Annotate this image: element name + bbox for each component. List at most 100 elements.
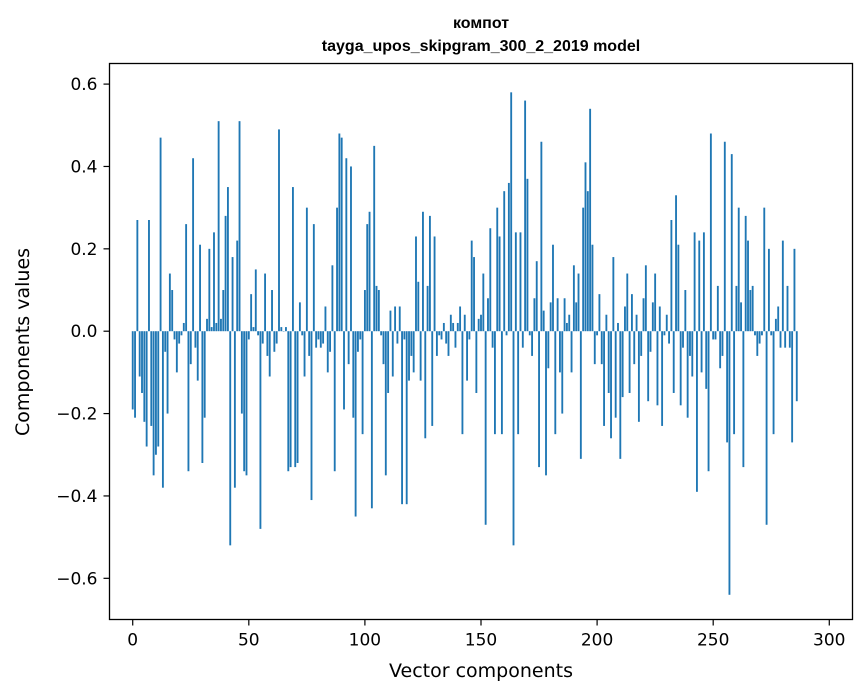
bar-176	[540, 141, 543, 332]
bar-107	[380, 331, 383, 336]
bar-271	[761, 331, 763, 336]
bar-43	[231, 257, 234, 332]
bar-series	[131, 92, 798, 595]
bar-165	[514, 232, 517, 332]
bar-91	[343, 331, 345, 410]
bar-285	[793, 248, 796, 332]
bar-36	[215, 322, 218, 332]
bar-22	[182, 322, 185, 332]
bar-236	[679, 331, 682, 406]
bar-163	[510, 92, 513, 332]
bar-14	[164, 331, 167, 352]
bar-119	[408, 331, 410, 381]
bar-260	[735, 285, 738, 332]
bar-244	[698, 240, 701, 332]
bar-146	[470, 240, 473, 332]
bar-191	[575, 302, 578, 332]
bar-9	[152, 331, 155, 476]
y-tick-label: −0.4	[56, 487, 97, 507]
bar-238	[684, 290, 687, 332]
bar-70	[294, 331, 297, 468]
bar-68	[289, 331, 292, 468]
bar-26	[192, 158, 195, 332]
x-tick-label: 300	[813, 631, 845, 651]
bar-188	[568, 314, 571, 332]
bar-202	[600, 331, 603, 365]
bar-105	[375, 285, 378, 332]
bar-129	[431, 331, 434, 426]
bar-253	[719, 331, 722, 369]
bar-132	[438, 331, 441, 336]
bar-211	[621, 331, 624, 398]
bar-170	[526, 178, 529, 332]
chart-title-line-2: tayga_upos_skipgram_300_2_2019 model	[322, 38, 640, 55]
bar-106	[377, 290, 380, 332]
bar-100	[363, 290, 366, 332]
bar-186	[563, 298, 566, 332]
bar-265	[747, 240, 749, 332]
bar-157	[496, 207, 499, 332]
bar-4	[141, 331, 143, 393]
bar-95	[352, 331, 355, 418]
bar-167	[519, 232, 522, 332]
bar-272	[763, 207, 766, 332]
bar-182	[554, 331, 557, 435]
x-tick-label: 150	[465, 631, 497, 651]
bar-69	[292, 187, 294, 332]
bar-115	[398, 306, 401, 332]
bar-44	[233, 331, 236, 488]
bar-250	[712, 331, 715, 340]
bar-252	[716, 285, 719, 332]
y-axis-label: Components values	[12, 248, 34, 436]
bar-229	[663, 331, 666, 336]
x-tick-label: 200	[581, 631, 613, 651]
bar-269	[756, 331, 759, 356]
bar-59	[268, 331, 271, 377]
bar-67	[287, 331, 290, 472]
x-tick-label: 250	[697, 631, 729, 651]
bar-286	[795, 331, 798, 402]
bar-89	[338, 133, 341, 332]
bar-214	[628, 331, 631, 393]
bar-212	[624, 306, 626, 332]
bar-207	[612, 257, 615, 332]
bar-50	[247, 331, 250, 340]
bar-46	[238, 121, 241, 332]
bar-254	[721, 331, 724, 356]
bar-224	[651, 302, 654, 332]
bar-259	[733, 331, 736, 435]
bar-235	[677, 244, 680, 332]
bar-232	[670, 220, 673, 332]
bar-256	[726, 331, 729, 443]
bar-30	[201, 331, 204, 463]
bar-223	[649, 331, 652, 352]
bar-156	[494, 331, 496, 435]
bar-45	[236, 240, 239, 332]
bar-121	[412, 331, 415, 373]
bar-230	[665, 314, 668, 332]
bar-237	[682, 331, 684, 348]
bar-128	[428, 215, 431, 332]
bar-116	[401, 331, 403, 505]
bar-3	[138, 331, 141, 377]
bar-217	[635, 314, 638, 332]
bar-201	[598, 294, 601, 332]
bar-13	[161, 331, 164, 488]
bar-268	[754, 331, 756, 336]
bar-61	[273, 331, 276, 352]
bar-58	[266, 331, 269, 356]
bar-24	[187, 331, 190, 472]
bar-135	[445, 331, 448, 344]
bar-189	[570, 331, 573, 373]
bar-275	[770, 331, 773, 336]
bar-274	[767, 248, 770, 332]
y-tick-label: 0.6	[70, 75, 97, 95]
bar-149	[477, 318, 480, 332]
bar-143	[463, 314, 466, 332]
bar-84	[326, 331, 329, 373]
bar-97	[357, 331, 359, 352]
bar-117	[403, 331, 406, 340]
y-tick-label: 0.4	[70, 157, 97, 177]
